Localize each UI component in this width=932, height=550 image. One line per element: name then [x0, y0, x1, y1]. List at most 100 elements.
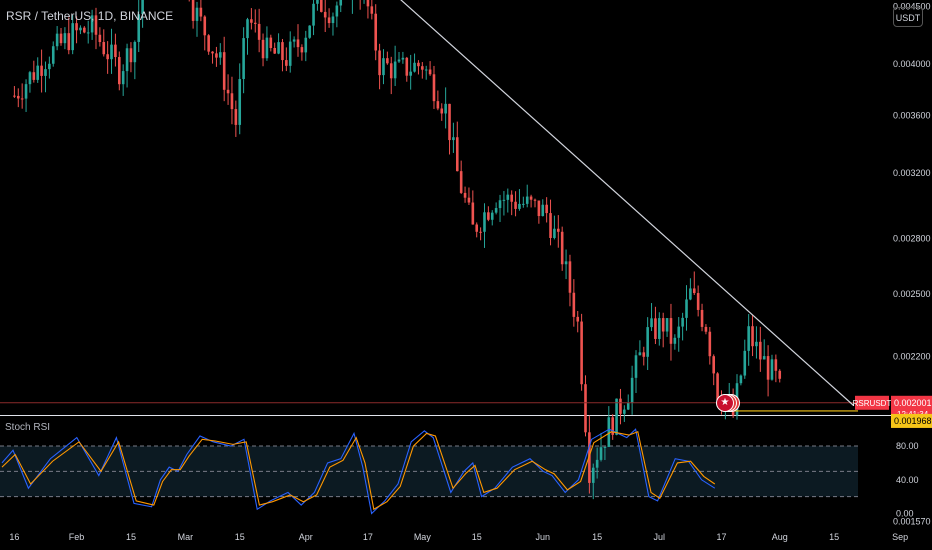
candle-body — [230, 93, 234, 110]
x-tick-label: 15 — [472, 532, 482, 542]
indicator-label[interactable]: Stoch RSI — [5, 422, 51, 433]
candle-body — [502, 199, 506, 201]
candle-body — [525, 196, 529, 204]
candle-body — [195, 7, 199, 21]
candle-body — [681, 317, 684, 327]
candle-body — [467, 197, 471, 203]
candle-body — [471, 202, 475, 225]
candle-body — [436, 101, 440, 109]
candle-body — [226, 89, 230, 94]
candle-body — [479, 231, 482, 233]
candle-body — [405, 57, 409, 76]
x-tick-label: Feb — [69, 532, 85, 542]
candle-body — [281, 42, 284, 61]
candle-body — [455, 137, 459, 172]
candle-body — [514, 201, 517, 209]
y-tick-label: 0.003200 — [893, 168, 931, 178]
candle-body — [646, 327, 649, 357]
candle-body — [238, 79, 242, 125]
candle-body — [669, 318, 673, 344]
stoch-k-line — [1, 428, 716, 515]
candle-body — [397, 59, 401, 62]
candle-body — [444, 103, 447, 114]
candle-body — [537, 200, 541, 217]
candle-body — [518, 203, 521, 209]
candle-body — [32, 72, 36, 80]
candle-body — [44, 69, 47, 76]
candle-body — [642, 352, 646, 357]
candle-body — [55, 33, 59, 47]
x-tick-label: Mar — [178, 532, 194, 542]
candle-body — [658, 318, 661, 339]
candle-body — [304, 37, 308, 53]
candle-body — [137, 14, 141, 42]
candle-body — [704, 326, 708, 332]
candle-body — [250, 19, 253, 23]
x-tick-label: Jun — [536, 532, 551, 542]
candle-body — [619, 398, 622, 414]
candle-body — [211, 51, 214, 54]
candle-body — [417, 62, 420, 67]
candle-body — [374, 13, 378, 51]
candle-body — [323, 11, 327, 18]
candle-body — [246, 19, 249, 39]
candle-body — [75, 23, 78, 31]
candle-body — [762, 356, 766, 360]
candle-body — [94, 15, 98, 35]
symbol-tag — [855, 395, 889, 410]
y-tick-label: 0.002200 — [893, 351, 931, 361]
candle-body — [401, 57, 405, 60]
candle-body — [203, 16, 207, 36]
candle-body — [48, 63, 51, 70]
candle-body — [102, 42, 106, 55]
candle-body — [51, 46, 55, 64]
candle-body — [24, 84, 28, 99]
candle-body — [86, 32, 90, 34]
candle-body — [215, 53, 218, 58]
candle-body — [529, 196, 533, 200]
candle-body — [129, 48, 133, 63]
candle-body — [413, 62, 416, 72]
us-flag-events-icon[interactable]: ★ — [716, 394, 740, 412]
candle-body — [316, 0, 319, 4]
candle-body — [506, 194, 510, 200]
candle-body — [572, 292, 576, 317]
candle-body — [545, 204, 548, 214]
candle-body — [199, 7, 203, 17]
candle-body — [591, 467, 595, 483]
candle-body — [483, 212, 486, 232]
candle-body — [382, 58, 385, 76]
candle-body — [759, 341, 762, 360]
candle-body — [327, 17, 331, 24]
candle-body — [378, 50, 381, 76]
candle-body — [712, 356, 715, 374]
candle-body — [366, 0, 370, 7]
symbol-tag-label: RSRUSDT — [853, 399, 892, 408]
x-tick-label: 16 — [9, 532, 19, 542]
candle-body — [219, 52, 222, 58]
candle-body — [335, 5, 339, 17]
candle-body — [63, 33, 67, 44]
candle-body — [463, 192, 467, 198]
candle-body — [125, 48, 129, 72]
candle-body — [743, 350, 747, 376]
candle-body — [440, 108, 444, 114]
candle-body — [428, 69, 432, 75]
candle-body — [222, 52, 226, 90]
currency-button[interactable]: USDT — [893, 7, 923, 27]
candle-body — [634, 355, 638, 378]
candle-body — [599, 447, 603, 460]
candle-body — [261, 39, 265, 59]
candle-body — [296, 39, 300, 48]
trendline — [400, 0, 854, 406]
candle-body — [638, 352, 642, 356]
candle-body — [700, 309, 704, 327]
stoch-y-tick-label: 40.00 — [896, 475, 919, 485]
candle-body — [277, 42, 280, 54]
candle-body — [696, 293, 700, 310]
x-tick-label: Jul — [654, 532, 666, 542]
candle-body — [549, 213, 552, 238]
candle-body — [673, 337, 677, 344]
candle-body — [533, 199, 537, 201]
